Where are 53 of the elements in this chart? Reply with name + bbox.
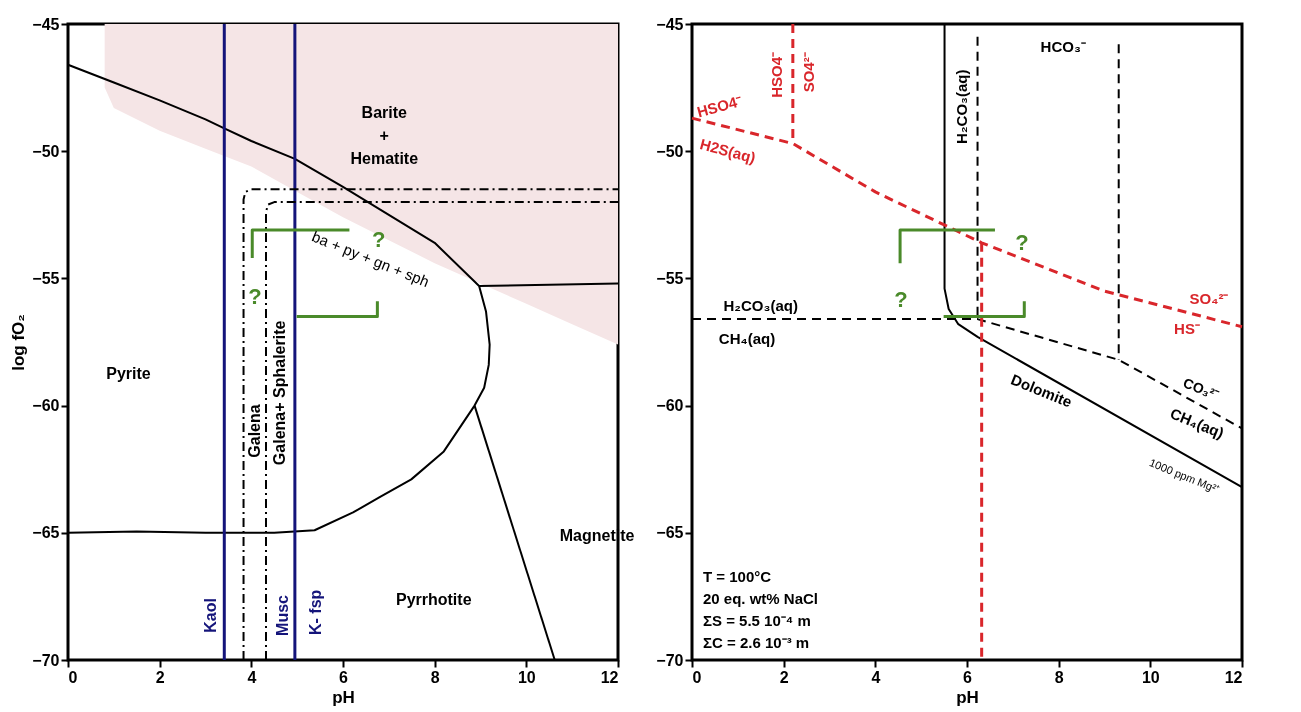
y-tick-label: −50 <box>32 142 60 160</box>
annotation: HSO4⁻ <box>695 92 744 121</box>
annotation: K- fsp <box>306 589 324 635</box>
y-tick-label: −65 <box>656 524 684 542</box>
annotation: Galena <box>246 404 263 458</box>
x-axis-title: pH <box>332 687 355 707</box>
annotation: Barite + Hematite <box>350 104 419 168</box>
annotation: CO₃²⁻ <box>1180 374 1222 404</box>
annotation: SO₄²⁻ <box>1189 289 1229 307</box>
y-tick-label: −70 <box>656 651 684 669</box>
x-tick-label: 4 <box>247 668 257 686</box>
x-axis-title: pH <box>956 687 979 707</box>
x-tick-label: 8 <box>1054 668 1064 686</box>
annotation: ? <box>248 284 262 310</box>
annotation: Pyrrhotite <box>395 590 472 608</box>
annotation: Kaol <box>202 598 219 633</box>
annotation: CH₄(aq) <box>718 330 776 348</box>
x-tick-label: 10 <box>517 668 536 686</box>
y-tick-label: −60 <box>32 397 60 415</box>
y-tick-label: −70 <box>32 651 60 669</box>
y-tick-label: −55 <box>32 269 60 287</box>
x-tick-label: 0 <box>692 668 702 686</box>
y-tick-label: −45 <box>32 15 60 33</box>
y-axis-title: log fO₂ <box>9 314 29 371</box>
annotation: Galena+ Sphalerite <box>270 320 288 466</box>
annotation: ? <box>894 287 908 313</box>
annotation: H₂CO₃(aq) <box>723 297 798 315</box>
annotation: Pyrite <box>106 364 151 382</box>
x-tick-label: 10 <box>1141 668 1160 686</box>
y-tick-label: −55 <box>656 269 684 287</box>
x-tick-label: 0 <box>68 668 78 686</box>
annotation: HSO4⁻ <box>768 51 786 98</box>
x-tick-label: 6 <box>339 668 349 686</box>
annotation: HS⁻ <box>1174 320 1200 338</box>
y-tick-label: −65 <box>32 524 60 542</box>
x-tick-label: 4 <box>871 668 881 686</box>
annotation: H₂CO₃(aq) <box>952 69 970 144</box>
annotation: ? <box>372 227 386 253</box>
y-tick-label: −45 <box>656 15 684 33</box>
y-tick-label: −60 <box>656 397 684 415</box>
annotation: ? <box>1015 230 1029 256</box>
x-tick-label: 12 <box>600 668 619 686</box>
x-tick-label: 12 <box>1224 668 1243 686</box>
annotation: SO4²⁻ <box>800 52 818 93</box>
annotation: Musc <box>273 594 291 636</box>
annotation: 1000 ppm Mg²⁺ <box>1147 456 1222 496</box>
annotation: HCO₃⁻ <box>1040 37 1086 55</box>
x-tick-label: 6 <box>963 668 973 686</box>
y-tick-label: −50 <box>656 142 684 160</box>
x-tick-label: 2 <box>779 668 789 686</box>
x-tick-label: 8 <box>430 668 440 686</box>
annotation: T = 100°C 20 eq. wt% NaCl ΣS = 5.5 10⁻⁴ m ΣC = 2.6 10⁻³ m <box>703 568 819 651</box>
x-tick-label: 2 <box>155 668 165 686</box>
